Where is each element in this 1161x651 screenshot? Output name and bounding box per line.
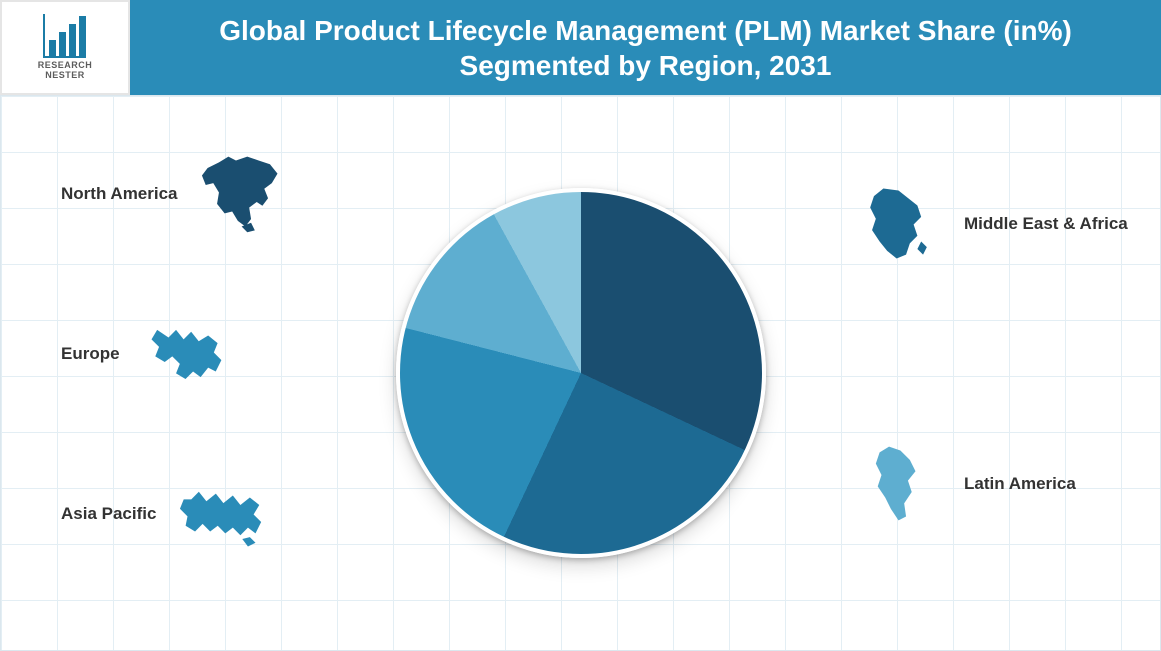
africa-map-icon — [851, 181, 946, 266]
pie-chart — [396, 188, 766, 558]
north-america-map-icon — [196, 151, 291, 236]
header: RESEARCH NESTER Global Product Lifecycle… — [0, 0, 1161, 95]
europe-map-icon — [138, 311, 233, 396]
logo: RESEARCH NESTER — [0, 0, 130, 95]
logo-text-line2: NESTER — [38, 71, 93, 81]
legend-label: Latin America — [964, 474, 1076, 494]
legend-item-latin-america: Latin America — [851, 441, 1076, 526]
legend-label: Middle East & Africa — [964, 214, 1128, 234]
legend-item-mea: Middle East & Africa — [851, 181, 1128, 266]
legend-item-asia-pacific: Asia Pacific — [61, 471, 269, 556]
chart-area: North America Europe Asia Pacific Middle… — [0, 95, 1161, 651]
asia-pacific-map-icon — [174, 471, 269, 556]
legend-label: Europe — [61, 344, 120, 364]
page-title: Global Product Lifecycle Management (PLM… — [160, 13, 1131, 83]
legend-label: Asia Pacific — [61, 504, 156, 524]
legend-label: North America — [61, 184, 178, 204]
logo-bars-icon — [43, 14, 86, 58]
title-bar: Global Product Lifecycle Management (PLM… — [130, 0, 1161, 95]
legend-item-europe: Europe — [61, 311, 233, 396]
legend-item-north-america: North America — [61, 151, 291, 236]
south-america-map-icon — [851, 441, 946, 526]
